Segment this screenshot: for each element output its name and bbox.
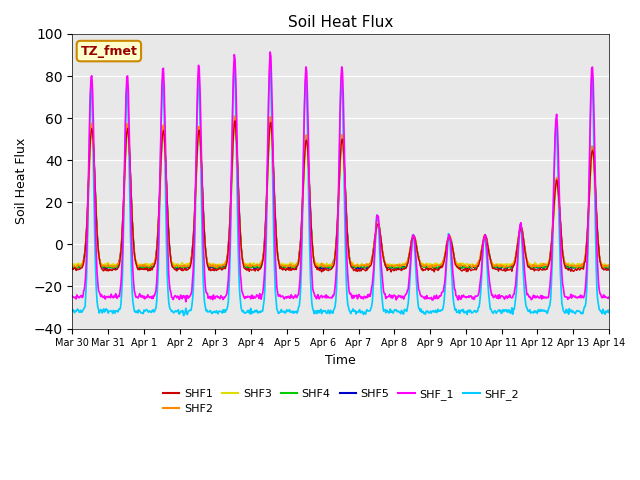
SHF1	[68, 265, 76, 271]
SHF2	[422, 262, 430, 267]
Legend: SHF1, SHF2, SHF3, SHF4, SHF5, SHF_1, SHF_2: SHF1, SHF2, SHF3, SHF4, SHF5, SHF_1, SHF…	[158, 384, 523, 419]
SHF3	[605, 263, 612, 269]
SHF5	[68, 265, 76, 271]
SHF2	[134, 262, 141, 268]
SHF4	[68, 265, 76, 271]
SHF_2	[189, 297, 196, 303]
SHF4	[423, 265, 431, 271]
SHF4	[78, 264, 86, 270]
SHF4	[216, 264, 224, 270]
SHF2	[605, 262, 612, 268]
SHF3	[68, 262, 76, 267]
SHF4	[605, 264, 612, 270]
SHF_1	[78, 295, 86, 300]
SHF5	[188, 252, 196, 258]
Line: SHF2: SHF2	[72, 116, 609, 268]
SHF_2	[230, 64, 238, 70]
SHF_2	[68, 308, 76, 314]
SHF4	[134, 263, 141, 268]
SHF2	[216, 263, 224, 268]
Y-axis label: Soil Heat Flux: Soil Heat Flux	[15, 138, 28, 224]
SHF5	[134, 264, 141, 269]
SHF5	[503, 267, 511, 273]
SHF3	[216, 262, 224, 268]
SHF_1	[423, 293, 431, 299]
SHF_2	[180, 312, 188, 318]
SHF1	[231, 118, 239, 124]
SHF1	[78, 265, 86, 271]
Line: SHF5: SHF5	[72, 121, 609, 270]
SHF3	[500, 264, 508, 270]
SHF2	[68, 264, 76, 269]
SHF1	[387, 269, 395, 275]
Title: Soil Heat Flux: Soil Heat Flux	[288, 15, 394, 30]
SHF3	[422, 261, 430, 266]
SHF5	[78, 262, 86, 267]
SHF4	[407, 241, 415, 247]
SHF2	[406, 245, 414, 251]
SHF1	[605, 267, 612, 273]
SHF2	[78, 263, 86, 268]
SHF2	[468, 265, 476, 271]
SHF_1	[189, 276, 196, 282]
SHF5	[422, 264, 430, 269]
SHF_1	[605, 294, 612, 300]
Line: SHF1: SHF1	[72, 121, 609, 272]
SHF3	[188, 255, 196, 261]
Line: SHF3: SHF3	[72, 124, 609, 267]
Line: SHF_1: SHF_1	[72, 52, 609, 302]
SHF_2	[407, 255, 415, 261]
SHF1	[216, 265, 224, 271]
SHF4	[218, 266, 225, 272]
SHF2	[230, 113, 238, 119]
SHF_2	[423, 309, 431, 314]
SHF1	[407, 241, 415, 247]
SHF5	[216, 264, 224, 270]
X-axis label: Time: Time	[325, 354, 356, 367]
SHF_1	[68, 293, 76, 299]
SHF_2	[78, 309, 86, 314]
SHF3	[231, 121, 239, 127]
SHF5	[231, 119, 239, 124]
Line: SHF4: SHF4	[72, 120, 609, 269]
SHF3	[406, 246, 414, 252]
SHF_2	[217, 309, 225, 314]
SHF3	[78, 261, 86, 266]
SHF_1	[407, 249, 415, 255]
SHF3	[134, 260, 141, 266]
SHF4	[188, 256, 196, 262]
SHF_1	[182, 299, 189, 305]
SHF_2	[605, 310, 612, 315]
Line: SHF_2: SHF_2	[72, 67, 609, 315]
Text: TZ_fmet: TZ_fmet	[81, 45, 138, 58]
SHF_2	[134, 308, 141, 314]
SHF1	[423, 266, 431, 272]
SHF_1	[266, 49, 274, 55]
SHF_1	[134, 294, 141, 300]
SHF1	[188, 255, 196, 261]
SHF2	[188, 252, 196, 257]
SHF_1	[217, 293, 225, 299]
SHF1	[134, 265, 141, 271]
SHF5	[605, 264, 612, 269]
SHF5	[406, 245, 414, 251]
SHF4	[231, 117, 239, 122]
